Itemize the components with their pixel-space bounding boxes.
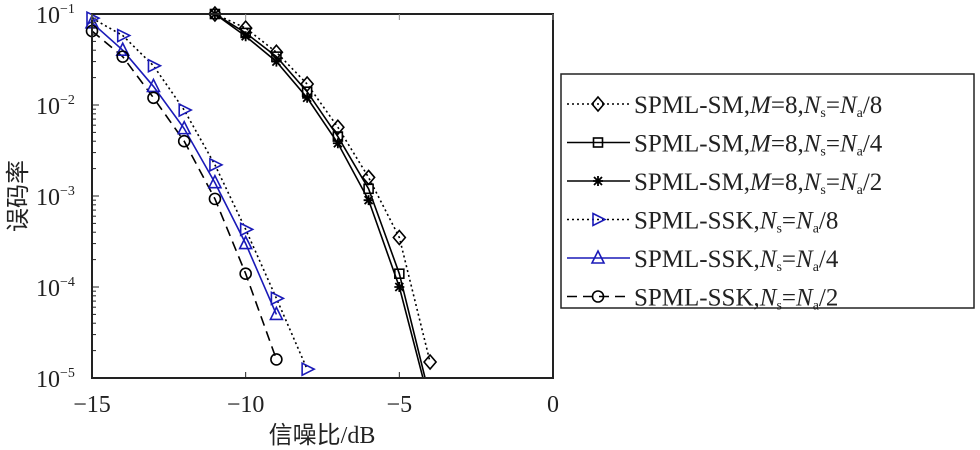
y-tick-label: 10−2 — [36, 93, 75, 120]
x-tick-label: 0 — [547, 392, 559, 418]
series-line-2 — [214, 14, 424, 378]
series-line-0 — [214, 14, 431, 363]
triangle-up-marker — [590, 249, 606, 264]
triangle-right-marker — [209, 157, 224, 173]
series-line-4 — [92, 22, 278, 315]
triangle-up-marker — [176, 119, 192, 135]
star-marker — [363, 195, 374, 206]
triangle-up-marker — [238, 234, 253, 250]
diamond-marker — [300, 75, 315, 93]
triangle-up-marker — [146, 77, 161, 93]
y-tick-label: 10−5 — [36, 366, 75, 393]
circle-marker — [239, 267, 252, 281]
legend-entry: SPML-SSK,Ns=Na/8 — [634, 208, 838, 237]
x-tick-label: −5 — [387, 392, 413, 418]
circle-marker — [591, 290, 605, 303]
star-marker — [271, 56, 282, 67]
legend-entry: SPML-SM,M=8,Ns=Na/2 — [634, 169, 882, 198]
triangle-up-marker — [115, 41, 131, 57]
circle-marker — [116, 50, 130, 63]
circle-marker — [147, 91, 160, 105]
star-marker — [332, 138, 343, 149]
triangle-right-marker — [147, 58, 163, 74]
square-marker — [394, 268, 405, 280]
x-tick-label: −15 — [73, 392, 111, 418]
y-axis-label: 误码率 — [5, 160, 32, 232]
y-tick-label: 10−3 — [36, 184, 75, 211]
circle-marker — [270, 353, 283, 366]
legend-entry: SPML-SSK,Ns=Na/4 — [634, 246, 839, 275]
square-marker — [592, 137, 604, 148]
legend-entry: SPML-SM,M=8,Ns=Na/8 — [634, 92, 882, 121]
series-line-1 — [214, 14, 426, 378]
legend-entry: SPML-SSK,Ns=Na/2 — [634, 285, 838, 314]
triangle-right-marker — [592, 212, 607, 227]
triangle-right-marker — [270, 291, 286, 306]
star-marker — [240, 31, 251, 42]
star-marker — [394, 282, 405, 292]
legend-entry: SPML-SM,M=8,Ns=Na/4 — [634, 131, 883, 160]
triangle-up-marker — [207, 173, 223, 189]
diamond-marker — [330, 118, 345, 136]
triangle-right-marker — [239, 222, 255, 237]
y-tick-label: 10−4 — [36, 275, 75, 302]
circle-marker — [177, 134, 191, 148]
x-axis-label: 信噪比/dB — [269, 422, 376, 449]
star-marker — [593, 176, 603, 186]
square-marker — [363, 183, 374, 195]
series-line-3 — [92, 17, 308, 370]
plot-frame — [91, 13, 554, 379]
legend-box — [560, 73, 975, 309]
triangle-right-marker — [178, 102, 193, 118]
diamond-marker — [590, 95, 606, 113]
x-tick-label: −10 — [227, 392, 265, 418]
series-line-5 — [92, 30, 278, 360]
y-tick-label: 10−1 — [36, 2, 75, 29]
circle-marker — [208, 192, 222, 206]
triangle-up-marker — [269, 305, 284, 321]
triangle-right-marker — [116, 28, 132, 43]
triangle-right-marker — [301, 361, 316, 377]
diamond-marker — [423, 353, 438, 371]
diamond-marker — [392, 229, 407, 246]
star-marker — [302, 92, 313, 103]
